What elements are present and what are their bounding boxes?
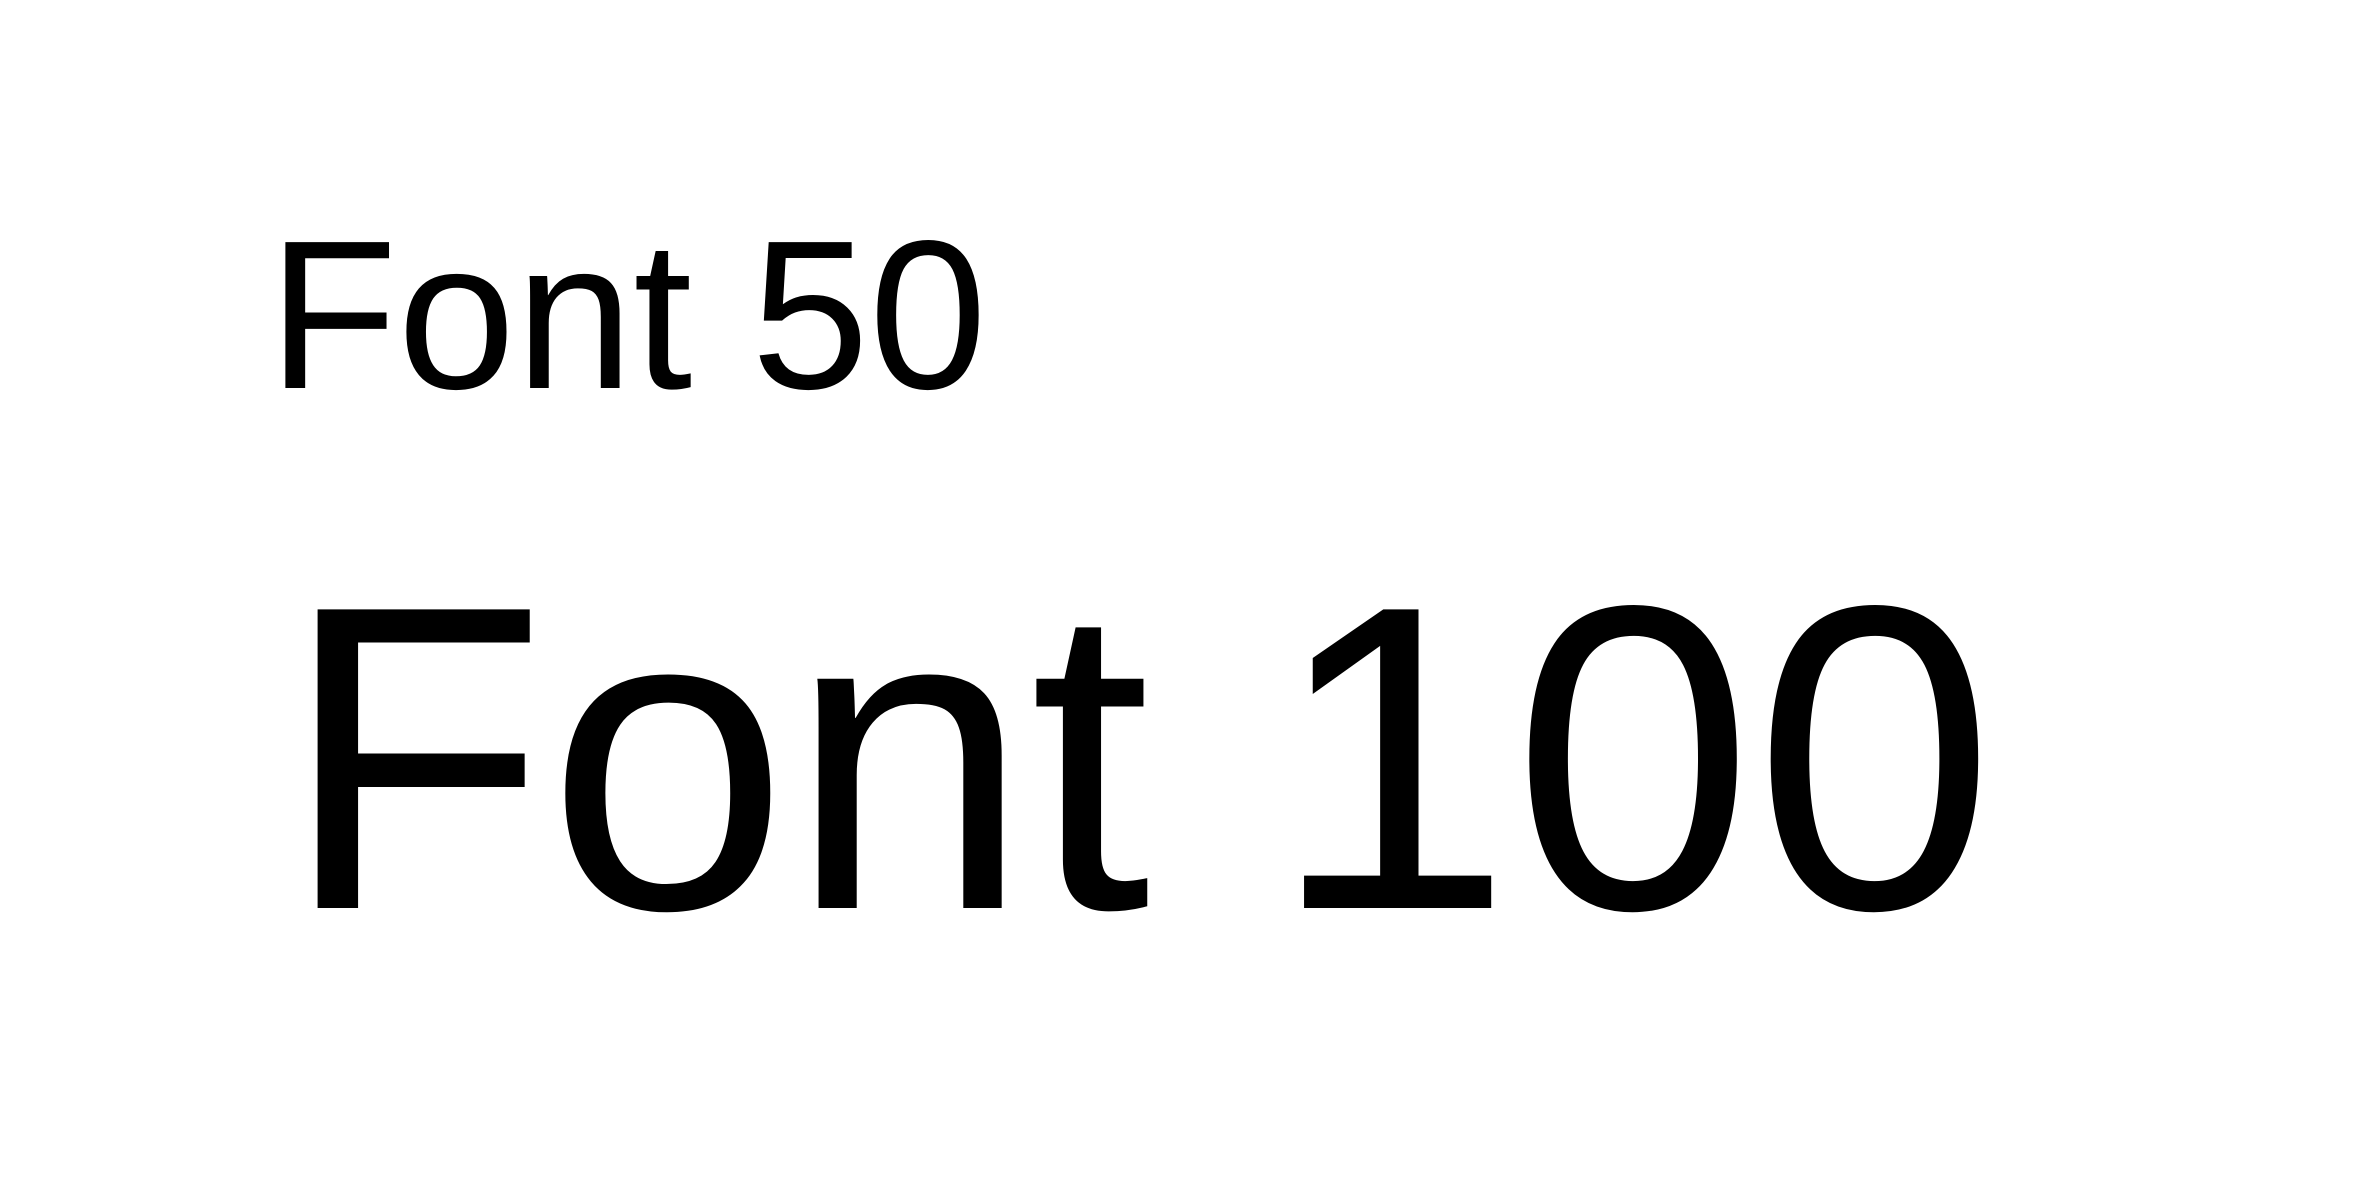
font-50-text: Font 50	[268, 196, 987, 433]
font-100-text: Font 100	[282, 515, 1996, 1000]
